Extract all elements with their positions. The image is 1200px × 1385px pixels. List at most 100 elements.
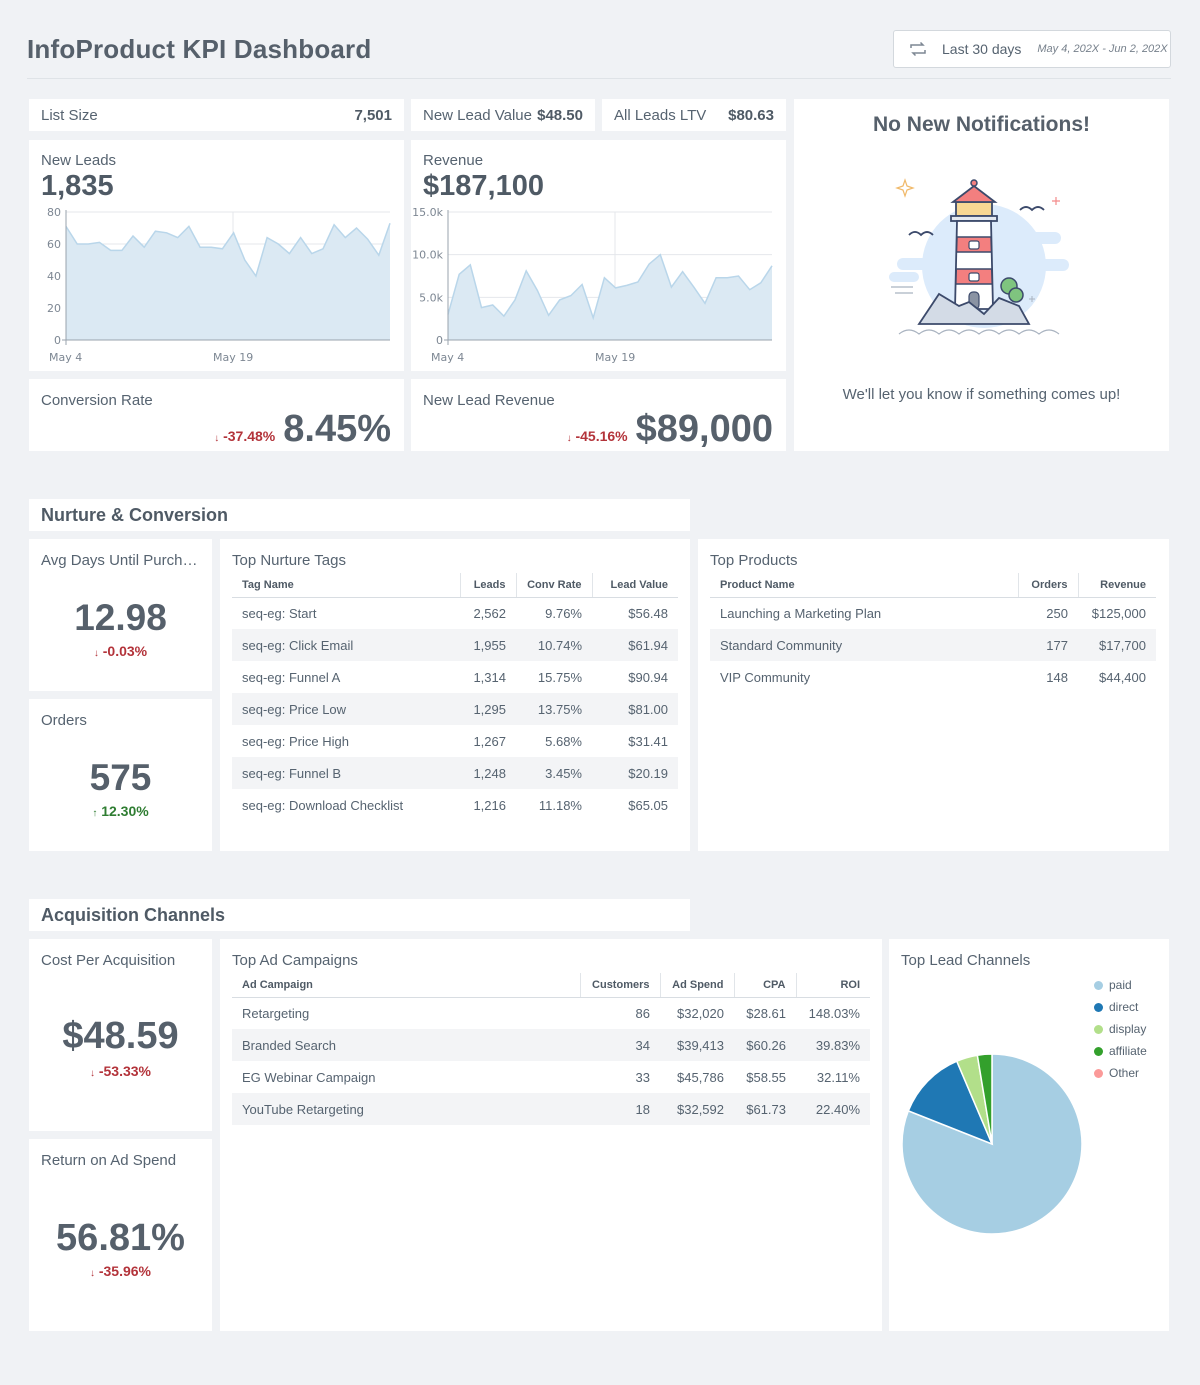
product-name-cell: Launching a Marketing Plan (720, 605, 882, 621)
table-cell: 11.18% (538, 797, 582, 813)
table-row[interactable]: Standard Community 177 $17,700 (710, 629, 1156, 661)
top-ad-campaigns-title: Top Ad Campaigns (232, 952, 358, 969)
arrow-down-icon: ↓ (89, 1268, 95, 1279)
campaign-name-cell: EG Webinar Campaign (242, 1069, 376, 1085)
table-header[interactable]: Customers (579, 973, 660, 998)
table-cell: $56.48 (628, 605, 668, 621)
table-row[interactable]: seq-eg: Start 2,562 9.76% $56.48 (232, 597, 678, 629)
table-cell: $17,700 (1078, 629, 1156, 661)
top-lead-channels-chart (901, 1053, 1083, 1235)
table-cell: $32,020 (677, 1005, 724, 1021)
table-cell: $32,592 (660, 1093, 734, 1125)
lighthouse-icon (889, 178, 1069, 335)
table-header[interactable]: Orders (1017, 573, 1078, 598)
table-header[interactable]: Conv Rate (515, 573, 592, 598)
new-lead-value-label: New Lead Value (423, 106, 532, 124)
arrow-down-icon: ↓ (214, 433, 220, 444)
acquisition-section-title: Acquisition Channels (29, 899, 690, 931)
table-cell: $81.00 (592, 693, 678, 725)
avg-days-card: Avg Days Until Purch… 12.98 ↓ -0.03% (29, 539, 212, 691)
roas-label: Return on Ad Spend (41, 1152, 177, 1169)
table-header[interactable]: Product Name (710, 573, 1018, 598)
legend-item-paid[interactable]: paid (1094, 974, 1147, 996)
legend-dot (1094, 1002, 1103, 1012)
table-row[interactable]: VIP Community 148 $44,400 (710, 661, 1156, 693)
all-leads-ltv-label: All Leads LTV (614, 106, 707, 124)
date-range-button[interactable]: Last 30 days May 4, 202X - Jun 2, 202X (893, 30, 1171, 68)
avg-days-value: 12.98 (74, 597, 167, 638)
table-row[interactable]: Retargeting 86 $32,020 $28.61 148.03% (232, 997, 870, 1029)
table-row[interactable]: Launching a Marketing Plan 250 $125,000 (710, 597, 1156, 629)
new-lead-revenue-delta: ↓ -45.16% (566, 428, 628, 444)
tag-name-cell: seq-eg: Price High (242, 733, 349, 749)
table-cell: $58.55 (746, 1069, 786, 1085)
table-header[interactable]: Ad Spend (659, 973, 734, 998)
campaign-name-cell: Branded Search (232, 1029, 580, 1061)
legend-item-affiliate[interactable]: affiliate (1094, 1040, 1147, 1062)
table-cell: $20.19 (592, 757, 678, 789)
tag-name-cell: seq-eg: Start (242, 605, 317, 621)
top-nurture-tags-title: Top Nurture Tags (232, 552, 346, 569)
conversion-rate-card: Conversion Rate ↓ -37.48% 8.45% (29, 379, 404, 451)
table-row[interactable]: Branded Search 34 $39,413 $60.26 39.83% (232, 1029, 870, 1061)
revenue-label: Revenue (423, 152, 484, 169)
legend-dot (1094, 1024, 1103, 1034)
list-size-card: List Size 7,501 (29, 99, 404, 131)
table-header[interactable]: CPA (733, 973, 796, 998)
table-cell: $45,786 (677, 1069, 724, 1085)
table-row[interactable]: seq-eg: Download Checklist 1,216 11.18% $65… (232, 789, 678, 821)
table-header[interactable]: Ad Campaign (232, 973, 580, 998)
table-header[interactable]: ROI (795, 973, 870, 998)
table-cell: 9.76% (545, 605, 582, 621)
table-header[interactable]: Lead Value (591, 573, 678, 598)
new-leads-line (65, 222, 391, 278)
new-leads-y-tick-label: 20 (47, 302, 61, 315)
table-row[interactable]: seq-eg: Click Email 1,955 10.74% $61.94 (232, 629, 678, 661)
top-nurture-tags-card: Top Nurture Tags Tag Name Leads Conv Rat… (220, 539, 690, 851)
table-cell: $65.05 (628, 797, 668, 813)
revenue-value: $187,100 (423, 170, 544, 202)
conversion-rate-label: Conversion Rate (41, 392, 153, 409)
table-row[interactable]: EG Webinar Campaign 33 $45,786 $58.55 32.11% (232, 1061, 870, 1093)
legend-label: affiliate (1109, 1044, 1147, 1058)
table-cell: 15.75% (537, 669, 582, 685)
new-leads-y-tick-label: 0 (54, 334, 61, 347)
table-cell: $44,400 (1099, 669, 1146, 685)
product-name-cell: Standard Community (710, 629, 1018, 661)
tag-name-cell: seq-eg: Click Email (232, 629, 460, 661)
legend-dot (1094, 1046, 1103, 1056)
roas-card: Return on Ad Spend 56.81% ↓ -35.96% (29, 1139, 212, 1331)
table-row[interactable]: seq-eg: Funnel B 1,248 3.45% $20.19 (232, 757, 678, 789)
cpa-card: Cost Per Acquisition $48.59 ↓ -53.33% (29, 939, 212, 1131)
revenue-y-tick-label: 15.0k (412, 206, 443, 219)
pie-slice-direct[interactable] (907, 1060, 994, 1146)
table-cell: 2,562 (473, 605, 506, 621)
table-cell: 3.45% (516, 757, 592, 789)
nurture-section-title: Nurture & Conversion (29, 499, 690, 531)
top-lead-channels-card: Top Lead Channels paid direct display affil… (889, 939, 1169, 1331)
table-cell: 1,267 (473, 733, 506, 749)
table-cell: 22.40% (796, 1093, 870, 1125)
table-row[interactable]: seq-eg: Price Low 1,295 13.75% $81.00 (232, 693, 678, 725)
orders-delta: ↑ 12.30% (92, 803, 149, 819)
top-ad-campaigns-table: Ad Campaign Customers Ad Spend CPA ROI R… (232, 973, 870, 1125)
table-row[interactable]: seq-eg: Funnel A 1,314 15.75% $90.94 (232, 661, 678, 693)
tag-name-cell: seq-eg: Price Low (232, 693, 460, 725)
table-header[interactable]: Revenue (1077, 573, 1156, 598)
legend-label: display (1109, 1022, 1147, 1036)
legend-item-display[interactable]: display (1094, 1018, 1147, 1040)
table-row[interactable]: seq-eg: Price High 1,267 5.68% $31.41 (232, 725, 678, 757)
roas-delta: ↓ -35.96% (89, 1263, 152, 1279)
table-header[interactable]: Leads (459, 573, 516, 598)
revenue-card: Revenue $187,100 0 5.0k 10.0k 15.0k May 4 May… (411, 140, 786, 371)
pie-slice-affiliate[interactable] (976, 1053, 993, 1145)
new-leads-y-tick-label: 80 (47, 206, 61, 219)
table-row[interactable]: YouTube Retargeting 18 $32,592 $61.73 22.40% (232, 1093, 870, 1125)
table-header[interactable]: Tag Name (232, 573, 460, 598)
legend-item-other[interactable]: Other (1094, 1062, 1147, 1084)
new-leads-y-tick-label: 60 (47, 238, 61, 251)
revenue-line (447, 253, 773, 321)
legend-item-direct[interactable]: direct (1094, 996, 1147, 1018)
notifications-title: No New Notifications! (872, 113, 1090, 136)
tag-name-cell: seq-eg: Funnel A (242, 669, 341, 685)
